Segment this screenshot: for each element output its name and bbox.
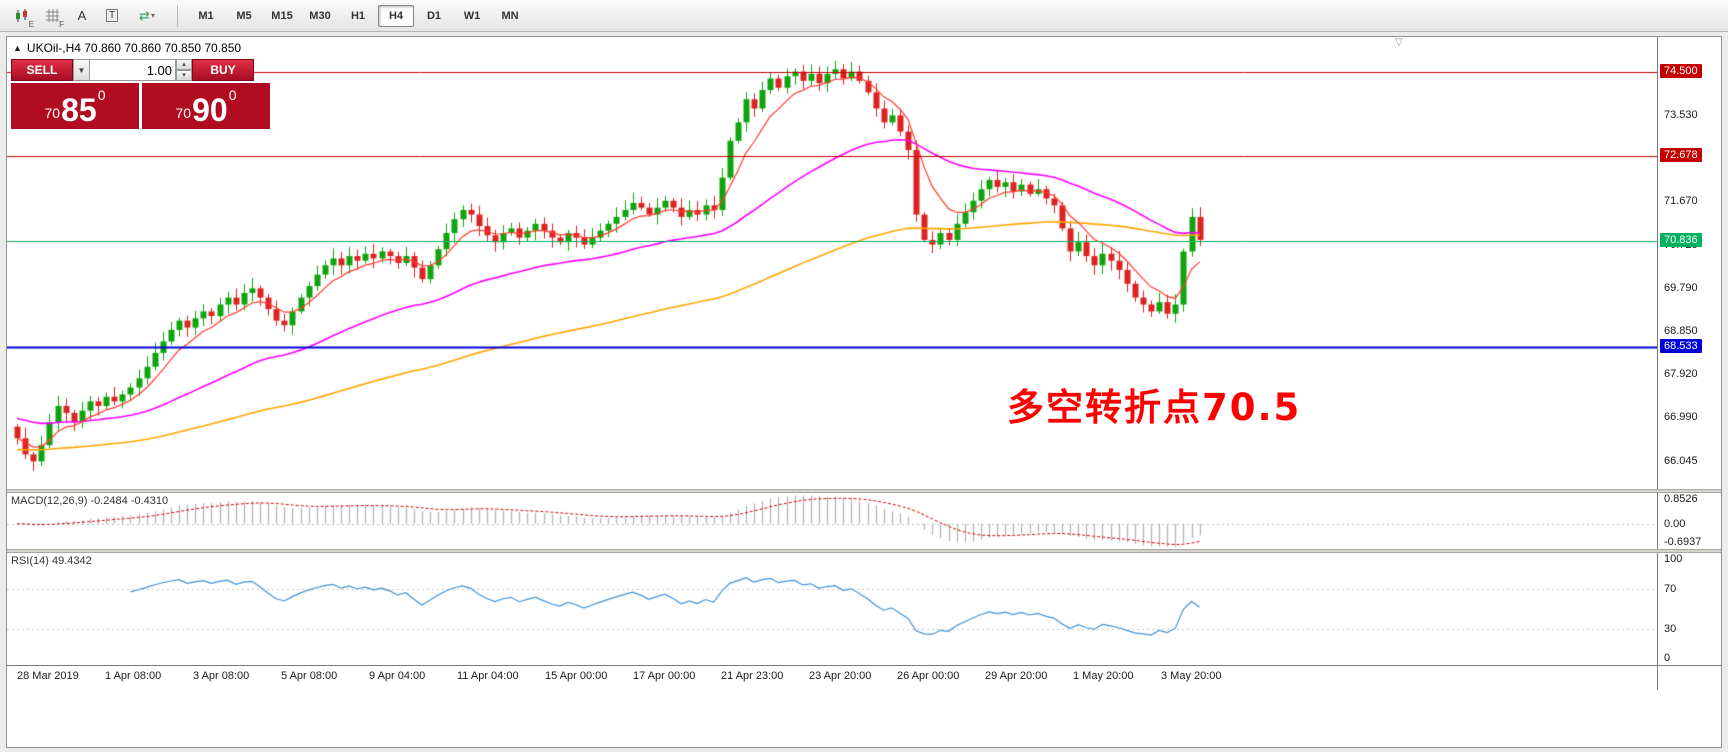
sell-price-display[interactable]: 70 85 0: [11, 83, 139, 129]
price-axis-label: 66.045: [1664, 454, 1698, 467]
price-axis-label: 71.670: [1664, 195, 1698, 208]
rsi-pane: 100 70 30 0 RSI(14) 49.4342: [7, 553, 1721, 665]
buy-price-sup: 0: [228, 87, 237, 103]
timeframe-button-w1[interactable]: W1: [463, 9, 481, 22]
macd-axis-label: 0.00: [1664, 517, 1686, 530]
sell-button[interactable]: SELL: [11, 59, 73, 81]
timeframe-button-h4[interactable]: H4: [378, 4, 414, 27]
price-line-badge: 68.533: [1660, 338, 1702, 353]
chart-window: 73.53071.67070.72569.79068.85067.92066.9…: [6, 36, 1722, 748]
pane-separator-rsi[interactable]: [7, 549, 1721, 553]
time-axis-label: 28 Mar 2019: [17, 670, 79, 682]
candle-chart-icon-button[interactable]: E: [8, 3, 36, 29]
buy-price-prefix: 70: [175, 105, 192, 121]
volume-spinner: ▴ ▾: [176, 59, 192, 81]
time-axis-label: 3 May 20:00: [1161, 670, 1222, 682]
time-axis-label: 1 Apr 08:00: [105, 670, 162, 682]
buy-button[interactable]: BUY: [192, 59, 254, 81]
rsi-axis-label: 0: [1664, 652, 1671, 664]
time-axis-label: 3 Apr 08:00: [193, 670, 250, 682]
one-click-trade-panel: SELL ▼ ▴ ▾ BUY 70 85 0 70 90 0: [11, 59, 273, 129]
time-axis[interactable]: 28 Mar 2019 1 Apr 08:00 3 Apr 08:00 5 Apr 0…: [7, 665, 1721, 690]
price-axis-label: 66.990: [1664, 410, 1698, 423]
time-axis-label: 1 May 20:00: [1073, 670, 1134, 682]
pane-separator-macd[interactable]: [7, 489, 1721, 493]
time-axis-label: 26 Apr 00:00: [897, 670, 960, 682]
macd-label: MACD(12,26,9) -0.2484 -0.4310: [11, 495, 169, 507]
timeframe-toolbar: M1 M5 M15 M30 H1 H4 D1 W1 MN: [187, 4, 529, 27]
icon-badge: E: [28, 19, 34, 29]
time-axis-label: 17 Apr 00:00: [633, 670, 696, 682]
price-axis-label: 69.790: [1664, 281, 1698, 294]
buy-price-big: 90: [192, 92, 228, 129]
time-axis-label: 23 Apr 20:00: [809, 670, 872, 682]
chart-shift-marker-icon[interactable]: ▽: [1395, 37, 1403, 48]
candle-chart-icon: [16, 8, 27, 22]
rsi-axis-label: 70: [1664, 583, 1677, 595]
sell-price-sup: 0: [97, 87, 106, 103]
macd-canvas[interactable]: [7, 493, 1657, 549]
price-axis-label: 73.530: [1664, 109, 1698, 122]
rsi-canvas[interactable]: [7, 553, 1657, 665]
rsi-axis-label: 30: [1664, 623, 1677, 635]
dropdown-caret-icon: ▾: [150, 11, 155, 20]
time-axis-label: 29 Apr 20:00: [985, 670, 1048, 682]
macd-axis-label: 0.8526: [1664, 493, 1698, 505]
sell-price-prefix: 70: [44, 105, 61, 121]
timeframe-button-m1[interactable]: M1: [198, 9, 214, 22]
buy-price-display[interactable]: 70 90 0: [142, 83, 270, 129]
price-line-badge: 72.678: [1660, 147, 1702, 162]
timeframe-button-d1[interactable]: D1: [426, 9, 442, 22]
timeframe-button-m5[interactable]: M5: [236, 9, 252, 22]
price-axis-label: 67.920: [1664, 368, 1698, 381]
toolbar-separator: [177, 4, 178, 27]
macd-pane: 0.8526 0.00 -0.6937 MACD(12,26,9) -0.2484 …: [7, 493, 1721, 549]
timeframe-button-mn[interactable]: MN: [501, 9, 519, 22]
volume-up-button[interactable]: ▴: [176, 59, 192, 70]
trade-panel-prices: 70 85 0 70 90 0: [11, 83, 273, 129]
time-axis-label: 5 Apr 08:00: [281, 670, 338, 682]
timeframe-button-m30[interactable]: M30: [309, 9, 331, 22]
price-line-badge: 70.836: [1660, 232, 1702, 247]
price-pane: 73.53071.67070.72569.79068.85067.92066.9…: [7, 37, 1721, 489]
trade-panel-controls: SELL ▼ ▴ ▾ BUY: [11, 59, 273, 81]
timeframe-button-h1[interactable]: H1: [350, 9, 366, 22]
text-t-icon: T: [105, 9, 119, 22]
oneclick-toggle-icon[interactable]: ▲: [13, 43, 22, 53]
volume-dropdown-button[interactable]: ▼: [73, 59, 90, 81]
price-axis[interactable]: 73.53071.67070.72569.79068.85067.92066.9…: [1657, 37, 1721, 489]
time-axis-label: 15 Apr 00:00: [545, 670, 608, 682]
toolbar: E F A T ⇄ ▾ M1 M5 M15 M30 H1 H4 D1 W1 MN: [0, 0, 1728, 32]
grid-icon-button[interactable]: F: [38, 3, 66, 29]
price-line-badge: 74.500: [1660, 63, 1702, 78]
macd-axis-label: -0.6937: [1664, 536, 1702, 548]
swap-arrows-icon: ⇄: [139, 7, 150, 23]
time-axis-label: 11 Apr 04:00: [457, 670, 519, 682]
sell-price-big: 85: [61, 92, 97, 129]
label-a-icon: A: [77, 8, 87, 23]
label-tool-button[interactable]: A: [68, 3, 96, 29]
text-tool-button[interactable]: T: [98, 3, 126, 29]
price-axis-label: 68.850: [1664, 325, 1698, 338]
chart-annotation: 多空转折点70.5: [1007, 386, 1302, 429]
chart-title-bar: ▲ UKOil-,H4 70.860 70.860 70.850 70.850: [13, 41, 241, 55]
rsi-axis[interactable]: 100 70 30 0: [1657, 553, 1721, 665]
rsi-label: RSI(14) 49.4342: [11, 555, 92, 567]
timeframe-button-m15[interactable]: M15: [271, 9, 293, 22]
volume-input[interactable]: [90, 59, 176, 81]
icon-badge: F: [59, 19, 64, 29]
draw-tools-button[interactable]: ⇄ ▾: [128, 3, 166, 29]
chart-title: UKOil-,H4 70.860 70.860 70.850 70.850: [26, 41, 242, 55]
macd-axis[interactable]: 0.8526 0.00 -0.6937: [1657, 493, 1721, 549]
time-axis-corner: [1657, 666, 1721, 690]
rsi-axis-label: 100: [1664, 553, 1683, 565]
volume-down-button[interactable]: ▾: [176, 70, 192, 81]
time-axis-label: 21 Apr 23:00: [721, 670, 784, 682]
price-chart-canvas[interactable]: [7, 37, 1657, 489]
time-axis-label: 9 Apr 04:00: [369, 670, 426, 682]
grid-icon: [45, 9, 59, 22]
